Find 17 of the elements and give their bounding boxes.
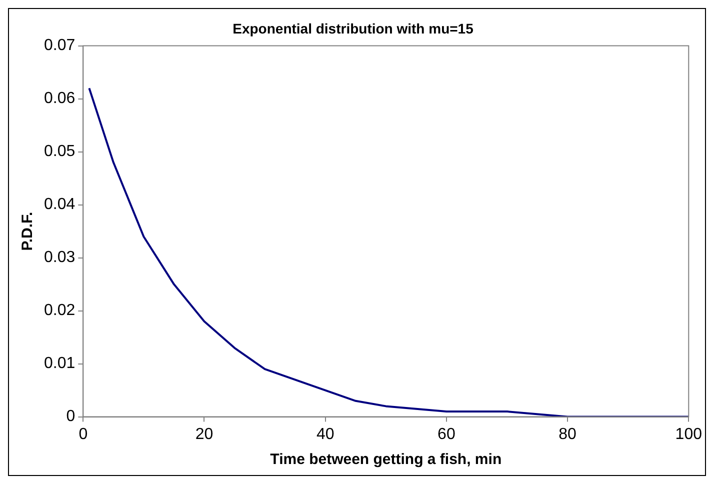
y-tick-label: 0.04 [44,196,76,214]
y-tick-label: 0.06 [44,90,76,108]
y-tick-label: 0.01 [44,355,76,372]
x-tick-label: 60 [438,426,456,443]
x-tick-label: 40 [316,426,334,443]
y-tick-label: 0.05 [44,143,76,160]
x-tick-label: 80 [558,426,577,443]
x-tick-label: 0 [78,426,88,443]
y-tick-label: 0.03 [44,249,76,266]
x-tick-label: 100 [675,426,702,443]
x-axis-title: Time between getting a fish, min [270,451,502,468]
y-axis-title: P.D.F. [19,212,36,251]
y-tick-label: 0.02 [44,302,76,320]
chart-title: Exponential distribution with mu=15 [232,20,474,36]
y-tick-label: 0 [66,408,76,426]
x-tick-label: 20 [195,426,214,443]
y-tick-label: 0.07 [44,37,76,54]
